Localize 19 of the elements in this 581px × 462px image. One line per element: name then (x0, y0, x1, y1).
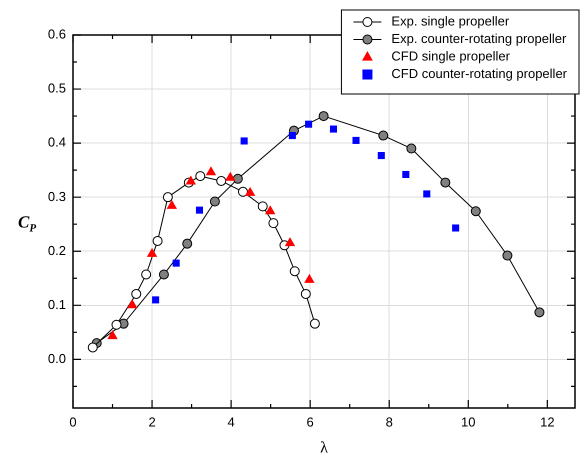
x-axis-title: λ (320, 440, 328, 457)
legend-label: Exp. single propeller (391, 14, 510, 29)
y-tick-label: 0.4 (48, 134, 66, 150)
x-tick-label: 6 (306, 414, 314, 430)
y-tick-label: 0.2 (48, 242, 66, 258)
legend-label: CFD counter-rotating propeller (391, 66, 568, 82)
x-tick-label: 10 (461, 414, 476, 430)
y-tick-label: 0.6 (48, 26, 66, 42)
legend-label: Exp. counter-rotating propeller (391, 31, 567, 46)
y-tick-label: 0.1 (48, 296, 66, 312)
x-tick-label: 0 (69, 414, 77, 430)
y-tick-label: 0.5 (48, 80, 66, 96)
legend-label: CFD single propeller (391, 48, 511, 64)
x-tick-label: 12 (540, 414, 555, 430)
y-tick-label: 0.3 (48, 188, 66, 204)
x-tick-label: 8 (386, 414, 393, 430)
x-tick-label: 4 (227, 414, 235, 430)
y-tick-label: 0.0 (48, 350, 66, 366)
x-tick-label: 2 (148, 414, 156, 430)
